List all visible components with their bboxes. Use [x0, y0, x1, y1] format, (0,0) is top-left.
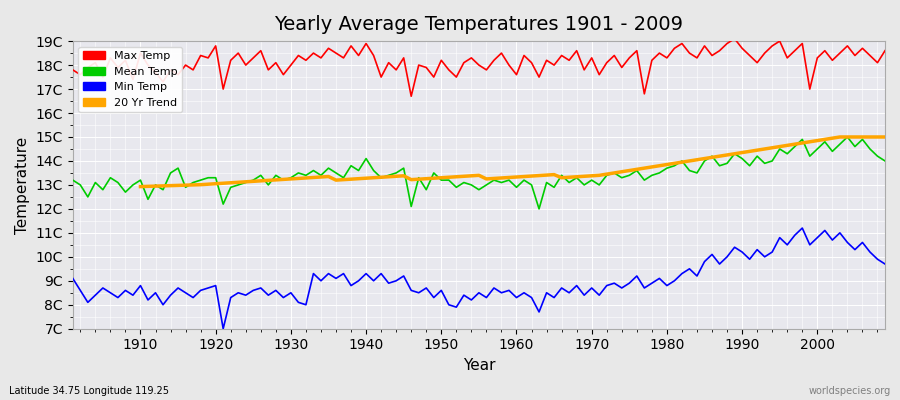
Text: worldspecies.org: worldspecies.org	[809, 386, 891, 396]
X-axis label: Year: Year	[463, 358, 495, 373]
Y-axis label: Temperature: Temperature	[15, 136, 30, 234]
Title: Yearly Average Temperatures 1901 - 2009: Yearly Average Temperatures 1901 - 2009	[274, 15, 683, 34]
Legend: Max Temp, Mean Temp, Min Temp, 20 Yr Trend: Max Temp, Mean Temp, Min Temp, 20 Yr Tre…	[78, 47, 182, 112]
Text: Latitude 34.75 Longitude 119.25: Latitude 34.75 Longitude 119.25	[9, 386, 169, 396]
